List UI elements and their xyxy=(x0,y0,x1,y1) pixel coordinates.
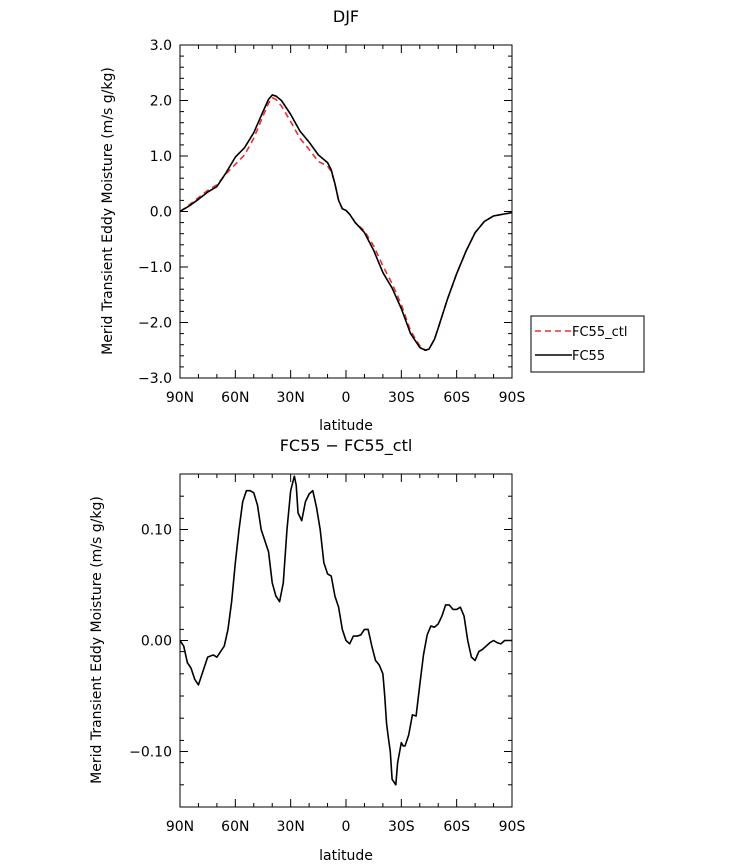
y-tick-label: −2.0 xyxy=(138,316,172,332)
y-tick-label: 0.0 xyxy=(150,205,172,221)
series-group xyxy=(179,475,512,786)
series-line-difference xyxy=(179,475,512,786)
series-line-fc55 xyxy=(179,94,513,352)
series-line-fc55-ctl xyxy=(179,96,513,352)
chart-title: DJF xyxy=(333,7,359,26)
x-tick-label: 60N xyxy=(221,819,249,835)
chart-panel-difference: FC55 − FC55_ctl 90N 60N 30N 0 30S 60S 90S 0.10 0… xyxy=(89,436,525,864)
x-tick-label: 60S xyxy=(443,390,470,406)
y-tick-label: −0.10 xyxy=(129,745,172,761)
legend-label-fc55-ctl: FC55_ctl xyxy=(572,325,627,340)
y-tick-label: −3.0 xyxy=(138,371,172,387)
legend-box xyxy=(530,315,645,373)
y-tick-label: 0.10 xyxy=(141,523,172,539)
y-tick-label: 3.0 xyxy=(150,38,172,54)
x-tick-label: 60N xyxy=(221,390,249,406)
chart-title: FC55 − FC55_ctl xyxy=(280,436,413,456)
y-axis-label: Merid Transient Eddy Moisture (m/s g/kg) xyxy=(100,67,116,355)
x-tick-label: 0 xyxy=(342,390,351,406)
y-tick-label: −1.0 xyxy=(138,260,172,276)
y-axis-label: Merid Transient Eddy Moisture (m/s g/kg) xyxy=(89,496,105,784)
x-tick-label: 60S xyxy=(443,819,470,835)
x-tick-label: 30S xyxy=(388,390,415,406)
x-tick-label: 0 xyxy=(342,819,351,835)
x-tick-label: 30N xyxy=(277,390,305,406)
y-tick-label: 0.00 xyxy=(141,634,172,650)
series-group xyxy=(179,94,513,352)
x-tick-label: 90N xyxy=(166,390,194,406)
x-tick-label: 30S xyxy=(388,819,415,835)
x-axis-label: latitude xyxy=(319,418,373,434)
y-tick-label: 2.0 xyxy=(150,94,172,110)
x-tick-label: 90S xyxy=(499,819,526,835)
y-tick-label: 1.0 xyxy=(150,149,172,165)
chart-panel-djf: DJF 90N 60N 30N 0 30S 60S 90S 3.0 2.0 1.0 0.0 −1.0 −… xyxy=(100,7,645,434)
x-axis-label: latitude xyxy=(319,848,373,864)
legend: FC55_ctl FC55 xyxy=(530,315,645,373)
axis-ticks: 90N 60N 30N 0 30S 60S 90S 3.0 2.0 1.0 0.0 −1.0 −2.0 −… xyxy=(138,38,525,406)
legend-label-fc55: FC55 xyxy=(572,349,605,364)
axis-ticks: 90N 60N 30N 0 30S 60S 90S 0.10 0.00 −0.10 xyxy=(129,473,526,835)
x-tick-label: 30N xyxy=(277,819,305,835)
x-tick-label: 90N xyxy=(166,819,194,835)
x-tick-label: 90S xyxy=(499,390,526,406)
